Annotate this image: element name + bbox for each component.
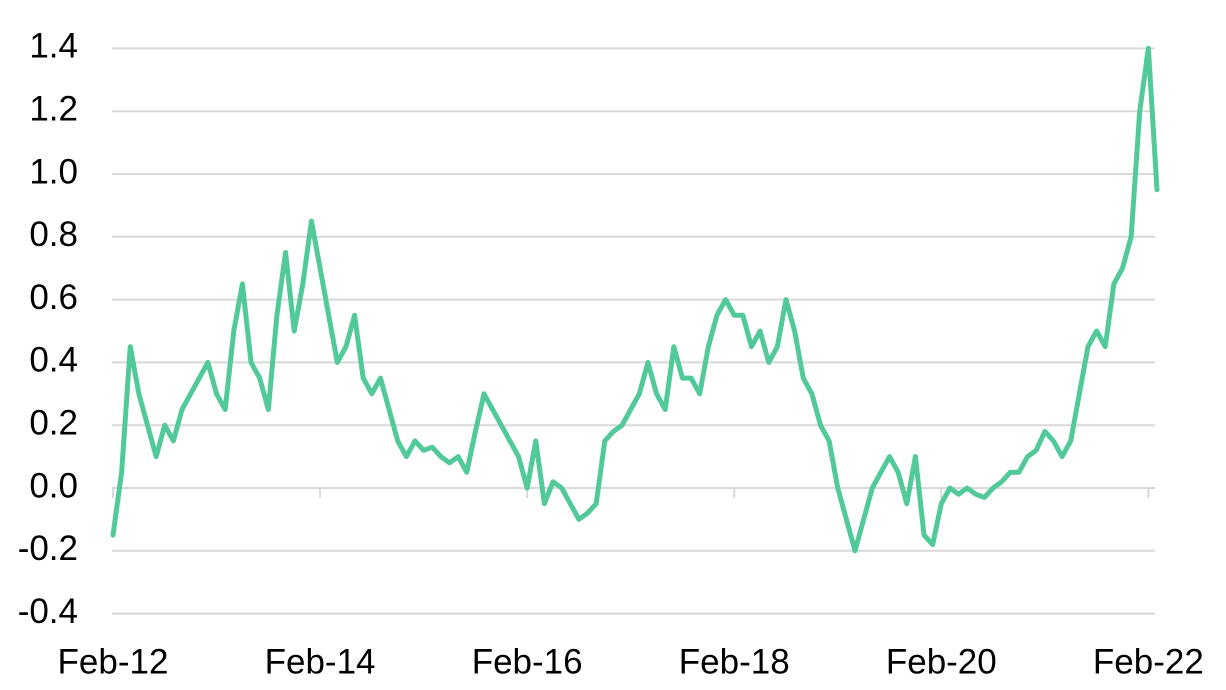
- y-tick-label: 1.6: [29, 0, 78, 3]
- y-tick-label: 1.2: [29, 89, 78, 128]
- x-tick-label: Feb-12: [58, 642, 169, 681]
- y-tick-label: 0.2: [29, 403, 78, 442]
- data-line: [110, 45, 1160, 554]
- y-tick-label: 0.4: [29, 341, 78, 380]
- y-tick-label: 1.4: [29, 27, 78, 66]
- y-tick-label: 0.8: [29, 215, 78, 254]
- y-tick-label: 0.0: [29, 466, 78, 505]
- x-tick-label: Feb-20: [886, 642, 997, 681]
- y-tick-label: 1.0: [29, 152, 78, 191]
- y-tick-label: -0.2: [18, 529, 78, 568]
- x-tick-label: Feb-14: [265, 642, 376, 681]
- y-tick-label: -0.4: [18, 592, 78, 631]
- x-tick-label: Feb-22: [1093, 642, 1204, 681]
- x-tick-label: Feb-18: [679, 642, 790, 681]
- y-tick-label: 0.6: [29, 278, 78, 317]
- x-tick-label: Feb-16: [472, 642, 583, 681]
